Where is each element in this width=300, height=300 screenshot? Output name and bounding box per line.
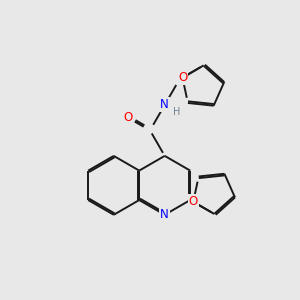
Text: H: H [173,107,180,117]
Text: O: O [189,195,198,208]
Text: N: N [160,208,169,221]
Text: O: O [178,71,187,84]
Text: N: N [160,98,169,111]
Text: O: O [124,111,133,124]
